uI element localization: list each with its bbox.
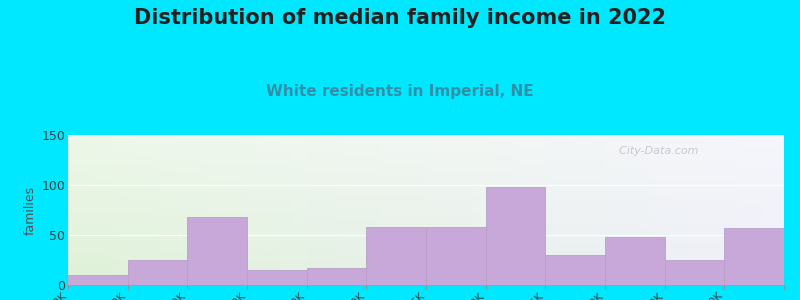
Bar — [724, 228, 784, 285]
Bar — [486, 187, 546, 285]
Bar — [665, 260, 724, 285]
Bar — [68, 275, 128, 285]
Bar — [247, 270, 306, 285]
Bar — [306, 268, 366, 285]
Text: White residents in Imperial, NE: White residents in Imperial, NE — [266, 84, 534, 99]
Y-axis label: families: families — [24, 185, 37, 235]
Bar — [366, 227, 426, 285]
Text: Distribution of median family income in 2022: Distribution of median family income in … — [134, 8, 666, 28]
Bar — [546, 255, 605, 285]
Bar — [187, 217, 247, 285]
Text: City-Data.com: City-Data.com — [612, 146, 698, 155]
Bar — [605, 237, 665, 285]
Bar — [128, 260, 187, 285]
Bar — [426, 227, 486, 285]
